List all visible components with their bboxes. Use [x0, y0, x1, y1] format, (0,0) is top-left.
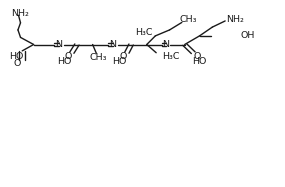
Text: CH₃: CH₃	[179, 15, 197, 24]
Text: HO: HO	[57, 57, 71, 66]
Text: CH₃: CH₃	[89, 53, 107, 62]
Text: OH: OH	[241, 31, 255, 40]
Text: O: O	[194, 52, 201, 61]
Text: N: N	[109, 40, 116, 49]
Text: N: N	[162, 40, 169, 49]
Text: N: N	[56, 40, 62, 49]
Text: NH₂: NH₂	[226, 15, 244, 24]
Text: NH₂: NH₂	[11, 9, 29, 18]
Text: H₃C: H₃C	[162, 52, 179, 61]
Text: HO: HO	[9, 52, 23, 61]
Text: O: O	[64, 52, 72, 61]
Text: O: O	[13, 59, 21, 68]
Text: O: O	[119, 52, 127, 61]
Text: HO: HO	[192, 57, 207, 66]
Text: HO: HO	[112, 57, 126, 66]
Text: H₃C: H₃C	[135, 28, 152, 37]
